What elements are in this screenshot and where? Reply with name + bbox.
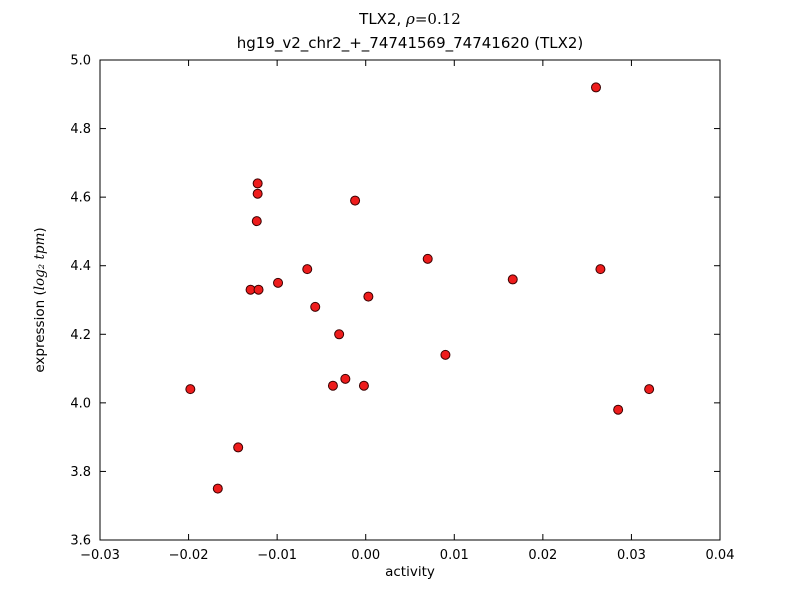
y-tick-label: 4.6: [70, 191, 91, 206]
x-tick-label: 0.02: [528, 548, 557, 563]
data-point: [591, 82, 601, 93]
y-tick-label: 4.4: [70, 259, 91, 274]
chart-title-prefix: TLX2,: [358, 10, 406, 28]
x-tick-label: 0.01: [440, 548, 469, 563]
data-point: [350, 195, 361, 206]
x-tick-label: −0.02: [169, 548, 209, 563]
data-point: [595, 264, 606, 275]
data-point: [185, 384, 196, 395]
x-tick-label: 0.00: [351, 548, 380, 563]
data-point: [252, 188, 263, 199]
data-point: [440, 349, 451, 360]
data-point: [212, 483, 223, 494]
data-point: [644, 384, 655, 395]
y-axis-label-suffix: ): [32, 227, 48, 232]
chart-subtitle: hg19_v2_chr2_+_74741569_74741620 (TLX2): [237, 34, 584, 53]
y-tick-label: 3.8: [70, 465, 91, 480]
y-axis-label-prefix: expression (: [32, 290, 48, 372]
data-point: [358, 380, 369, 391]
data-point: [363, 291, 374, 302]
x-tick-label: −0.03: [80, 548, 120, 563]
x-axis-label: activity: [385, 564, 435, 580]
y-axis-label: expression (log₂ tpm): [32, 227, 48, 372]
data-point: [233, 442, 244, 453]
x-tick-label: 0.03: [617, 548, 646, 563]
data-point: [253, 284, 264, 295]
data-point: [340, 373, 351, 384]
data-point: [334, 329, 345, 340]
data-point: [507, 274, 518, 285]
y-tick-label: 4.8: [70, 122, 91, 137]
y-tick-label: 5.0: [70, 54, 91, 69]
data-point: [327, 380, 338, 391]
data-point: [251, 216, 262, 227]
axis-ticks: −0.03 −0.02 −0.01 0.00 0.01 0.02 0.03 0.04 3.6 3.…: [70, 54, 734, 564]
y-tick-label: 3.6: [70, 534, 91, 549]
chart-title: TLX2, ρ=0.12: [358, 10, 461, 28]
rho-value: =0.12: [415, 10, 461, 28]
y-tick-label: 4.2: [70, 328, 91, 343]
data-point: [302, 264, 313, 275]
data-point: [310, 301, 321, 312]
data-points: [185, 82, 655, 494]
y-tick-label: 4.0: [70, 396, 91, 411]
data-point: [613, 404, 624, 415]
plot-area-border: [99, 59, 721, 541]
y-axis-label-math: log₂ tpm: [32, 233, 48, 291]
data-point: [422, 253, 433, 264]
data-point: [252, 178, 263, 189]
x-tick-label: −0.01: [257, 548, 297, 563]
data-point: [273, 277, 284, 288]
x-tick-label: 0.04: [706, 548, 735, 563]
rho-symbol: ρ: [405, 10, 415, 28]
